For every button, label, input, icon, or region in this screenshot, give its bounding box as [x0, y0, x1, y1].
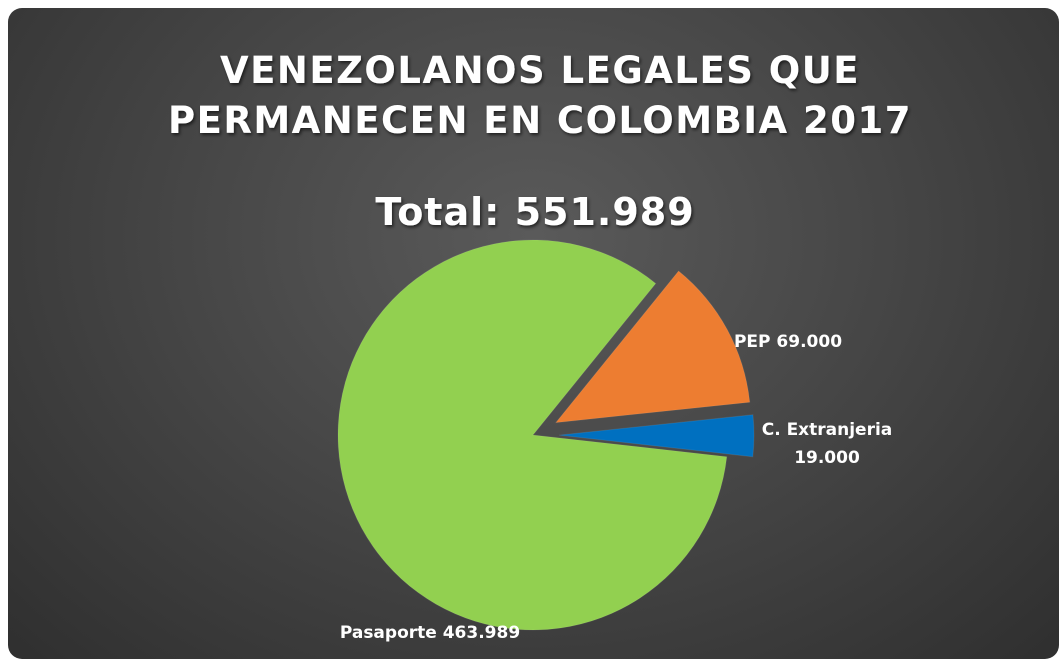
pie-label-pasaporte: Pasaporte 463.989 [340, 623, 520, 643]
pie-slice-pep [554, 270, 751, 424]
pie-slices [337, 239, 755, 631]
chart-subtitle-total: Total: 551.989 [375, 190, 694, 234]
pie-label-c-extranjeria: C. Extranjeria 19.000 [762, 420, 893, 468]
pie-label-pep: PEP 69.000 [734, 332, 842, 352]
pie-slice-pasaporte [337, 239, 728, 631]
pie-labels: PEP 69.000 C. Extranjeria 19.000 Pasaporte … [340, 332, 892, 643]
pie-slice-c-extranjeria [558, 414, 755, 458]
pie-chart: VENEZOLANOS LEGALES QUE PERMANECEN EN CO… [168, 49, 912, 643]
chart-title-line-2: PERMANECEN EN COLOMBIA 2017 [168, 99, 912, 142]
chart-title-line-1: VENEZOLANOS LEGALES QUE [220, 49, 860, 92]
chart-card: VENEZOLANOS LEGALES QUE PERMANECEN EN CO… [8, 8, 1059, 659]
